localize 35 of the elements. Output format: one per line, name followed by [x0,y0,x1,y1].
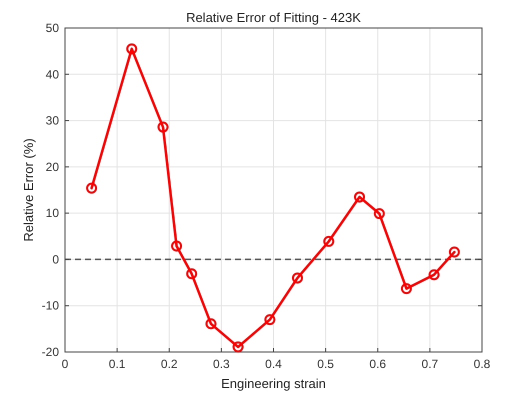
y-tick-label: 40 [46,67,60,82]
point [374,208,385,220]
x-tick-label: 0.1 [108,357,126,371]
point [126,43,138,54]
point [323,236,334,247]
point [171,240,182,252]
point [86,182,98,194]
x-tick-label: 0 [62,357,69,371]
y-tick-label: 20 [46,160,60,174]
point [448,246,460,258]
x-tick-label: 0.5 [317,357,334,371]
point [428,269,440,280]
y-tick-label: 30 [46,114,60,128]
point [292,272,303,284]
point [354,191,366,202]
x-tick-label: 0.3 [213,357,230,371]
x-axis-title: Engineering strain [221,376,326,391]
y-axis-title: Relative Error (%) [21,138,36,242]
y-tick-label: 50 [46,21,60,35]
x-tick-label: 0.8 [474,357,491,371]
chart-title: Relative Error of Fitting - 423K [186,10,362,25]
x-tick-label: 0.6 [369,357,386,371]
point [157,122,168,133]
x-tick-label: 0.7 [422,357,439,371]
y-tick-label: 10 [46,206,60,220]
y-tick-label: -20 [42,345,60,359]
point [400,283,412,294]
x-tick-label: 0.2 [160,357,178,371]
point [205,318,216,330]
y-tick-label: 0 [52,252,60,266]
y-tick-label: -10 [42,298,60,313]
point [186,268,198,280]
x-tick-label: 0.4 [265,357,282,371]
point [232,341,244,352]
point [264,314,276,326]
